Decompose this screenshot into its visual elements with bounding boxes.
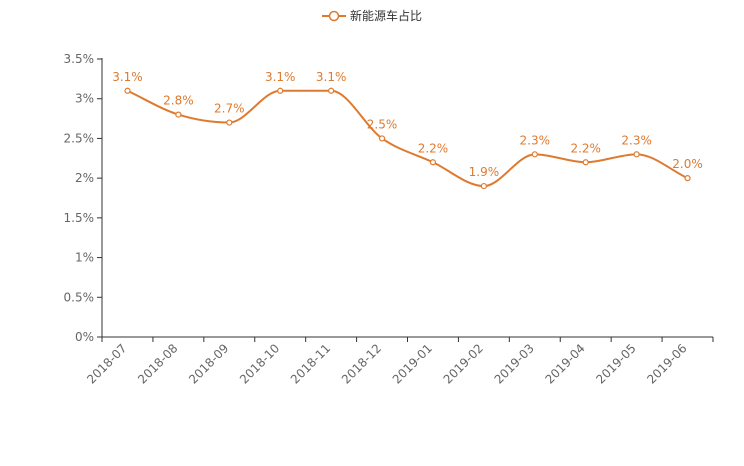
data-point[interactable] xyxy=(582,159,589,166)
data-point[interactable] xyxy=(226,119,233,126)
data-point[interactable] xyxy=(378,135,386,142)
data-point[interactable] xyxy=(175,111,182,118)
x-tick-label: 2018-09 xyxy=(186,341,231,386)
y-tick-label: 0% xyxy=(75,330,94,344)
y-tick-label: 1.5% xyxy=(64,211,95,225)
data-label: 2.2% xyxy=(418,141,449,155)
y-tick-label: 1% xyxy=(75,251,94,265)
data-label: 3.1% xyxy=(316,70,347,84)
data-point[interactable] xyxy=(684,175,691,182)
x-tick-label: 2018-07 xyxy=(84,341,129,386)
x-tick-label: 2019-06 xyxy=(644,341,689,386)
y-tick-label: 2% xyxy=(75,171,94,185)
x-tick-label: 2018-10 xyxy=(237,341,282,386)
x-tick-label: 2019-02 xyxy=(441,341,486,386)
x-tick-label: 2018-11 xyxy=(288,341,333,386)
data-label: 2.2% xyxy=(570,141,601,155)
data-point[interactable] xyxy=(124,87,131,94)
data-label: 2.5% xyxy=(367,117,398,131)
data-label: 2.7% xyxy=(214,102,245,116)
y-tick-label: 3.5% xyxy=(64,52,95,66)
data-label: 1.9% xyxy=(469,165,500,179)
legend-label: 新能源车占比 xyxy=(349,9,422,23)
data-point[interactable] xyxy=(480,182,487,190)
data-label: 2.0% xyxy=(672,157,703,171)
data-point[interactable] xyxy=(429,159,437,166)
y-tick-label: 2.5% xyxy=(64,131,95,145)
legend[interactable]: 新能源车占比 xyxy=(0,7,744,26)
data-point[interactable] xyxy=(328,87,335,94)
x-tick-label: 2019-05 xyxy=(593,341,638,386)
data-point[interactable] xyxy=(531,151,538,158)
y-tick-label: 0.5% xyxy=(64,290,95,304)
x-tick-label: 2019-01 xyxy=(390,341,435,386)
x-tick-label: 2019-04 xyxy=(542,341,587,386)
x-tick-label: 2018-12 xyxy=(339,341,384,386)
y-tick-label: 3% xyxy=(75,92,94,106)
data-point[interactable] xyxy=(633,151,640,158)
legend-line-circle-icon xyxy=(321,10,346,21)
data-label: 2.3% xyxy=(520,133,551,147)
x-tick-label: 2018-08 xyxy=(135,341,180,386)
data-label: 3.1% xyxy=(265,70,296,84)
data-point[interactable] xyxy=(277,87,284,94)
data-label: 3.1% xyxy=(112,70,143,84)
data-label: 2.3% xyxy=(621,133,652,147)
data-label: 2.8% xyxy=(163,94,194,108)
x-tick-label: 2019-03 xyxy=(492,341,537,386)
series-line xyxy=(127,89,688,188)
